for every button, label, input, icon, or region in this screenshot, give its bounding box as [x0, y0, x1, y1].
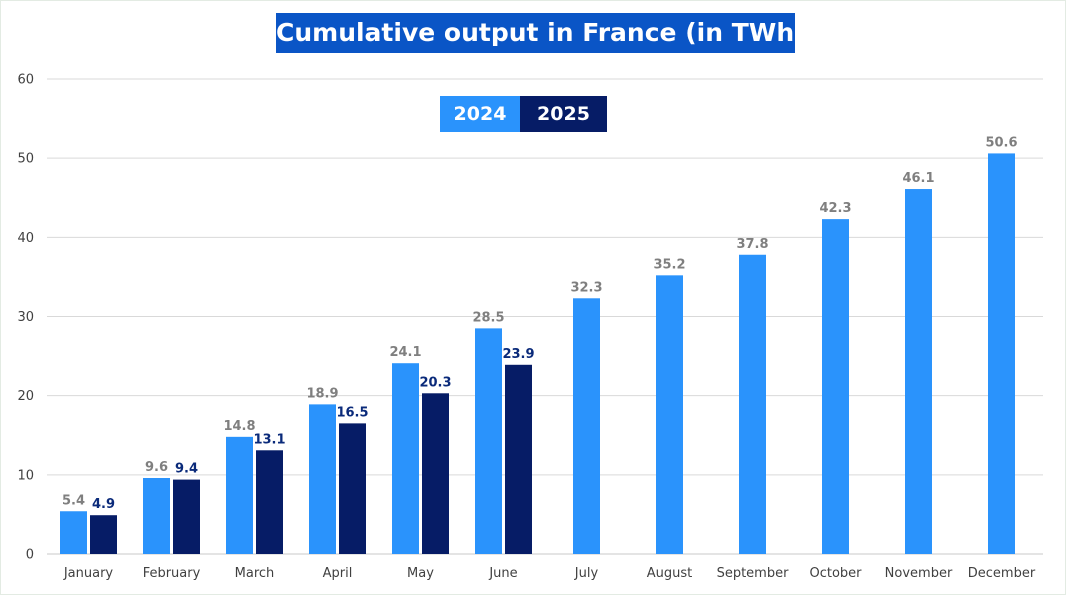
y-tick-label: 60 — [17, 73, 34, 88]
x-tick-label: October — [809, 566, 862, 581]
chart-title: Cumulative output in France (in TWh) — [276, 13, 806, 53]
data-label-2025: 23.9 — [502, 347, 534, 362]
data-label-2024: 24.1 — [389, 345, 421, 360]
bar-2024 — [143, 478, 170, 554]
x-tick-label: August — [647, 566, 693, 581]
x-tick-label: November — [885, 566, 953, 581]
bar-2025 — [505, 364, 532, 554]
bar-2024 — [905, 189, 932, 554]
data-label-2024: 37.8 — [736, 237, 768, 252]
bar-2024 — [309, 404, 336, 554]
x-tick-label: February — [143, 566, 201, 581]
bar-2024 — [573, 298, 600, 554]
data-label-2024: 32.3 — [570, 280, 602, 295]
bar-2024 — [656, 275, 683, 554]
bar-2024 — [60, 511, 87, 554]
bar-2024 — [822, 219, 849, 554]
data-label-2025: 20.3 — [419, 375, 451, 390]
x-tick-label: July — [574, 566, 599, 581]
y-tick-label: 0 — [26, 548, 34, 563]
y-tick-label: 30 — [17, 310, 34, 325]
data-label-2024: 9.6 — [145, 460, 168, 475]
bar-2025 — [339, 423, 366, 554]
data-labels: 5.4 4.9 9.6 9.4 14.813.1 18.9 16.5 24.1 20.3 28.5… — [62, 135, 1018, 512]
bar-2024 — [226, 436, 253, 554]
data-label-2024: 18.9 — [306, 386, 338, 401]
bars — [60, 153, 1015, 554]
data-label-2024: 35.2 — [653, 257, 685, 272]
bar-2024 — [988, 153, 1015, 554]
x-tick-label: April — [323, 566, 353, 581]
y-tick-label: 40 — [17, 231, 34, 246]
data-label-2024: 50.6 — [985, 135, 1017, 150]
y-axis-ticks: 0 10 20 30 40 50 60 — [17, 73, 34, 563]
data-label-2024: 14.8 — [223, 419, 255, 434]
legend: 2024 2025 — [440, 96, 607, 132]
x-tick-label: January — [63, 566, 114, 581]
data-label-2025: 9.4 — [175, 462, 198, 477]
data-label-2024: 28.5 — [472, 310, 504, 325]
y-tick-label: 50 — [17, 152, 34, 167]
bar-2025 — [173, 479, 200, 554]
y-tick-label: 10 — [17, 468, 34, 483]
data-label-2024: 5.4 — [62, 493, 85, 508]
gridlines — [47, 78, 1043, 555]
x-axis-ticks: January February March April May June July Augu… — [63, 566, 1036, 581]
bar-2024 — [739, 254, 766, 554]
legend-item-2025: 2025 — [520, 96, 607, 132]
y-tick-label: 20 — [17, 389, 34, 404]
data-label-2024: 46.1 — [902, 171, 934, 186]
x-tick-label: March — [235, 566, 275, 581]
bar-2024 — [475, 328, 502, 554]
bar-2025 — [90, 515, 117, 554]
bar-2024 — [392, 363, 419, 554]
x-tick-label: September — [717, 566, 790, 581]
legend-item-2024: 2024 — [440, 96, 520, 132]
data-label-2024: 42.3 — [819, 201, 851, 216]
data-label-2025: 13.1 — [253, 432, 285, 447]
x-tick-label: May — [407, 566, 434, 581]
bar-2025 — [256, 450, 283, 554]
data-label-2025: 4.9 — [92, 497, 115, 512]
data-label-2025: 16.5 — [336, 405, 368, 420]
x-tick-label: December — [968, 566, 1036, 581]
bar-2025 — [422, 393, 449, 554]
x-tick-label: June — [488, 566, 517, 581]
